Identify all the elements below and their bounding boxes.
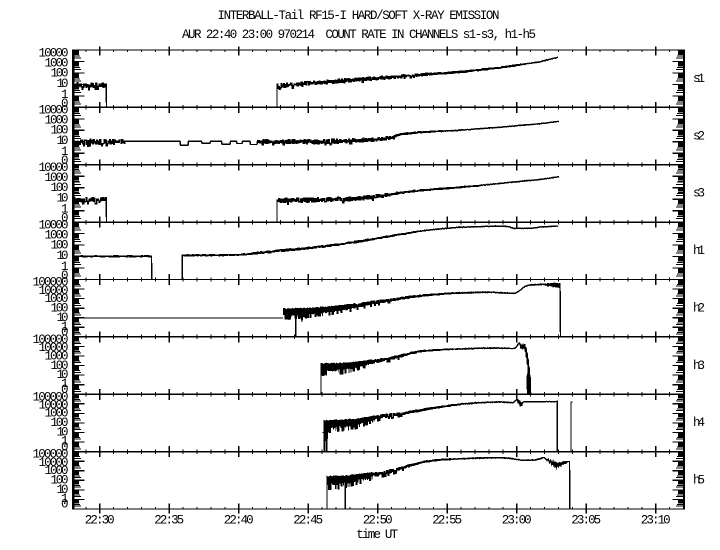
svg-text:0: 0 <box>61 326 69 340</box>
svg-text:1: 1 <box>61 377 69 391</box>
svg-text:10: 10 <box>57 368 69 382</box>
svg-text:10: 10 <box>57 426 69 440</box>
svg-text:0: 0 <box>61 212 69 226</box>
svg-text:0: 0 <box>61 383 69 397</box>
svg-text:100: 100 <box>51 238 69 252</box>
svg-text:h4: h4 <box>693 416 705 430</box>
svg-text:100: 100 <box>51 359 69 373</box>
svg-text:time UT: time UT <box>356 528 398 542</box>
svg-text:0: 0 <box>61 154 69 168</box>
svg-text:100: 100 <box>51 302 69 316</box>
svg-text:22:40: 22:40 <box>224 514 254 528</box>
svg-text:100: 100 <box>51 66 69 80</box>
svg-text:1: 1 <box>61 145 69 159</box>
svg-text:s1: s1 <box>693 72 705 86</box>
svg-text:1000: 1000 <box>45 114 69 128</box>
svg-text:100000: 100000 <box>33 390 69 404</box>
svg-text:100000: 100000 <box>33 276 69 290</box>
svg-text:10: 10 <box>57 77 69 91</box>
svg-text:1: 1 <box>61 203 69 217</box>
svg-text:10000: 10000 <box>39 46 69 60</box>
svg-text:10: 10 <box>57 483 69 497</box>
svg-text:1000: 1000 <box>45 228 69 242</box>
svg-text:22:30: 22:30 <box>85 514 115 528</box>
svg-text:23:05: 23:05 <box>571 514 601 528</box>
svg-text:10000: 10000 <box>39 341 69 355</box>
svg-text:10: 10 <box>57 249 69 263</box>
svg-text:10000: 10000 <box>39 399 69 413</box>
svg-text:10000: 10000 <box>39 218 69 232</box>
svg-text:10: 10 <box>57 192 69 206</box>
svg-text:0: 0 <box>61 440 69 454</box>
svg-text:0: 0 <box>61 498 69 512</box>
svg-text:23:10: 23:10 <box>641 514 671 528</box>
svg-text:1000: 1000 <box>45 349 69 363</box>
svg-text:100000: 100000 <box>33 448 69 462</box>
svg-text:1: 1 <box>61 88 69 102</box>
svg-text:AUR 22:40 23:00 970214 COUNT: AUR 22:40 23:00 970214 COUNT RATE IN CHA… <box>182 28 536 42</box>
svg-text:h5: h5 <box>693 474 705 488</box>
svg-text:10000: 10000 <box>39 284 69 298</box>
svg-text:10000: 10000 <box>39 161 69 175</box>
svg-text:1000: 1000 <box>45 292 69 306</box>
svg-text:10: 10 <box>57 311 69 325</box>
svg-text:100: 100 <box>51 474 69 488</box>
svg-text:INTERBALL-Tail RF15-I HARD/SOF: INTERBALL-Tail RF15-I HARD/SOFT X-RAY EM… <box>218 9 500 23</box>
svg-text:1000: 1000 <box>45 407 69 421</box>
svg-text:23:00: 23:00 <box>502 514 532 528</box>
svg-text:10000: 10000 <box>39 104 69 118</box>
svg-text:100: 100 <box>51 124 69 138</box>
svg-text:100000: 100000 <box>33 333 69 347</box>
svg-text:1: 1 <box>61 435 69 449</box>
svg-text:1000: 1000 <box>45 171 69 185</box>
svg-text:1: 1 <box>61 320 69 334</box>
svg-text:22:35: 22:35 <box>154 514 184 528</box>
svg-text:1000: 1000 <box>45 464 69 478</box>
svg-text:h1: h1 <box>693 244 705 258</box>
svg-text:22:55: 22:55 <box>432 514 462 528</box>
svg-text:s3: s3 <box>693 187 705 201</box>
svg-text:s2: s2 <box>693 129 705 143</box>
svg-text:1000: 1000 <box>45 56 69 70</box>
svg-text:1: 1 <box>61 260 69 274</box>
svg-text:h3: h3 <box>693 359 705 373</box>
svg-text:0: 0 <box>61 97 69 111</box>
svg-text:h2: h2 <box>693 302 705 316</box>
svg-text:1: 1 <box>61 492 69 506</box>
svg-text:10000: 10000 <box>39 456 69 470</box>
svg-text:100: 100 <box>51 416 69 430</box>
svg-text:0: 0 <box>61 269 69 283</box>
svg-text:22:50: 22:50 <box>363 514 393 528</box>
svg-text:22:45: 22:45 <box>293 514 323 528</box>
svg-text:100: 100 <box>51 181 69 195</box>
svg-text:10: 10 <box>57 134 69 148</box>
